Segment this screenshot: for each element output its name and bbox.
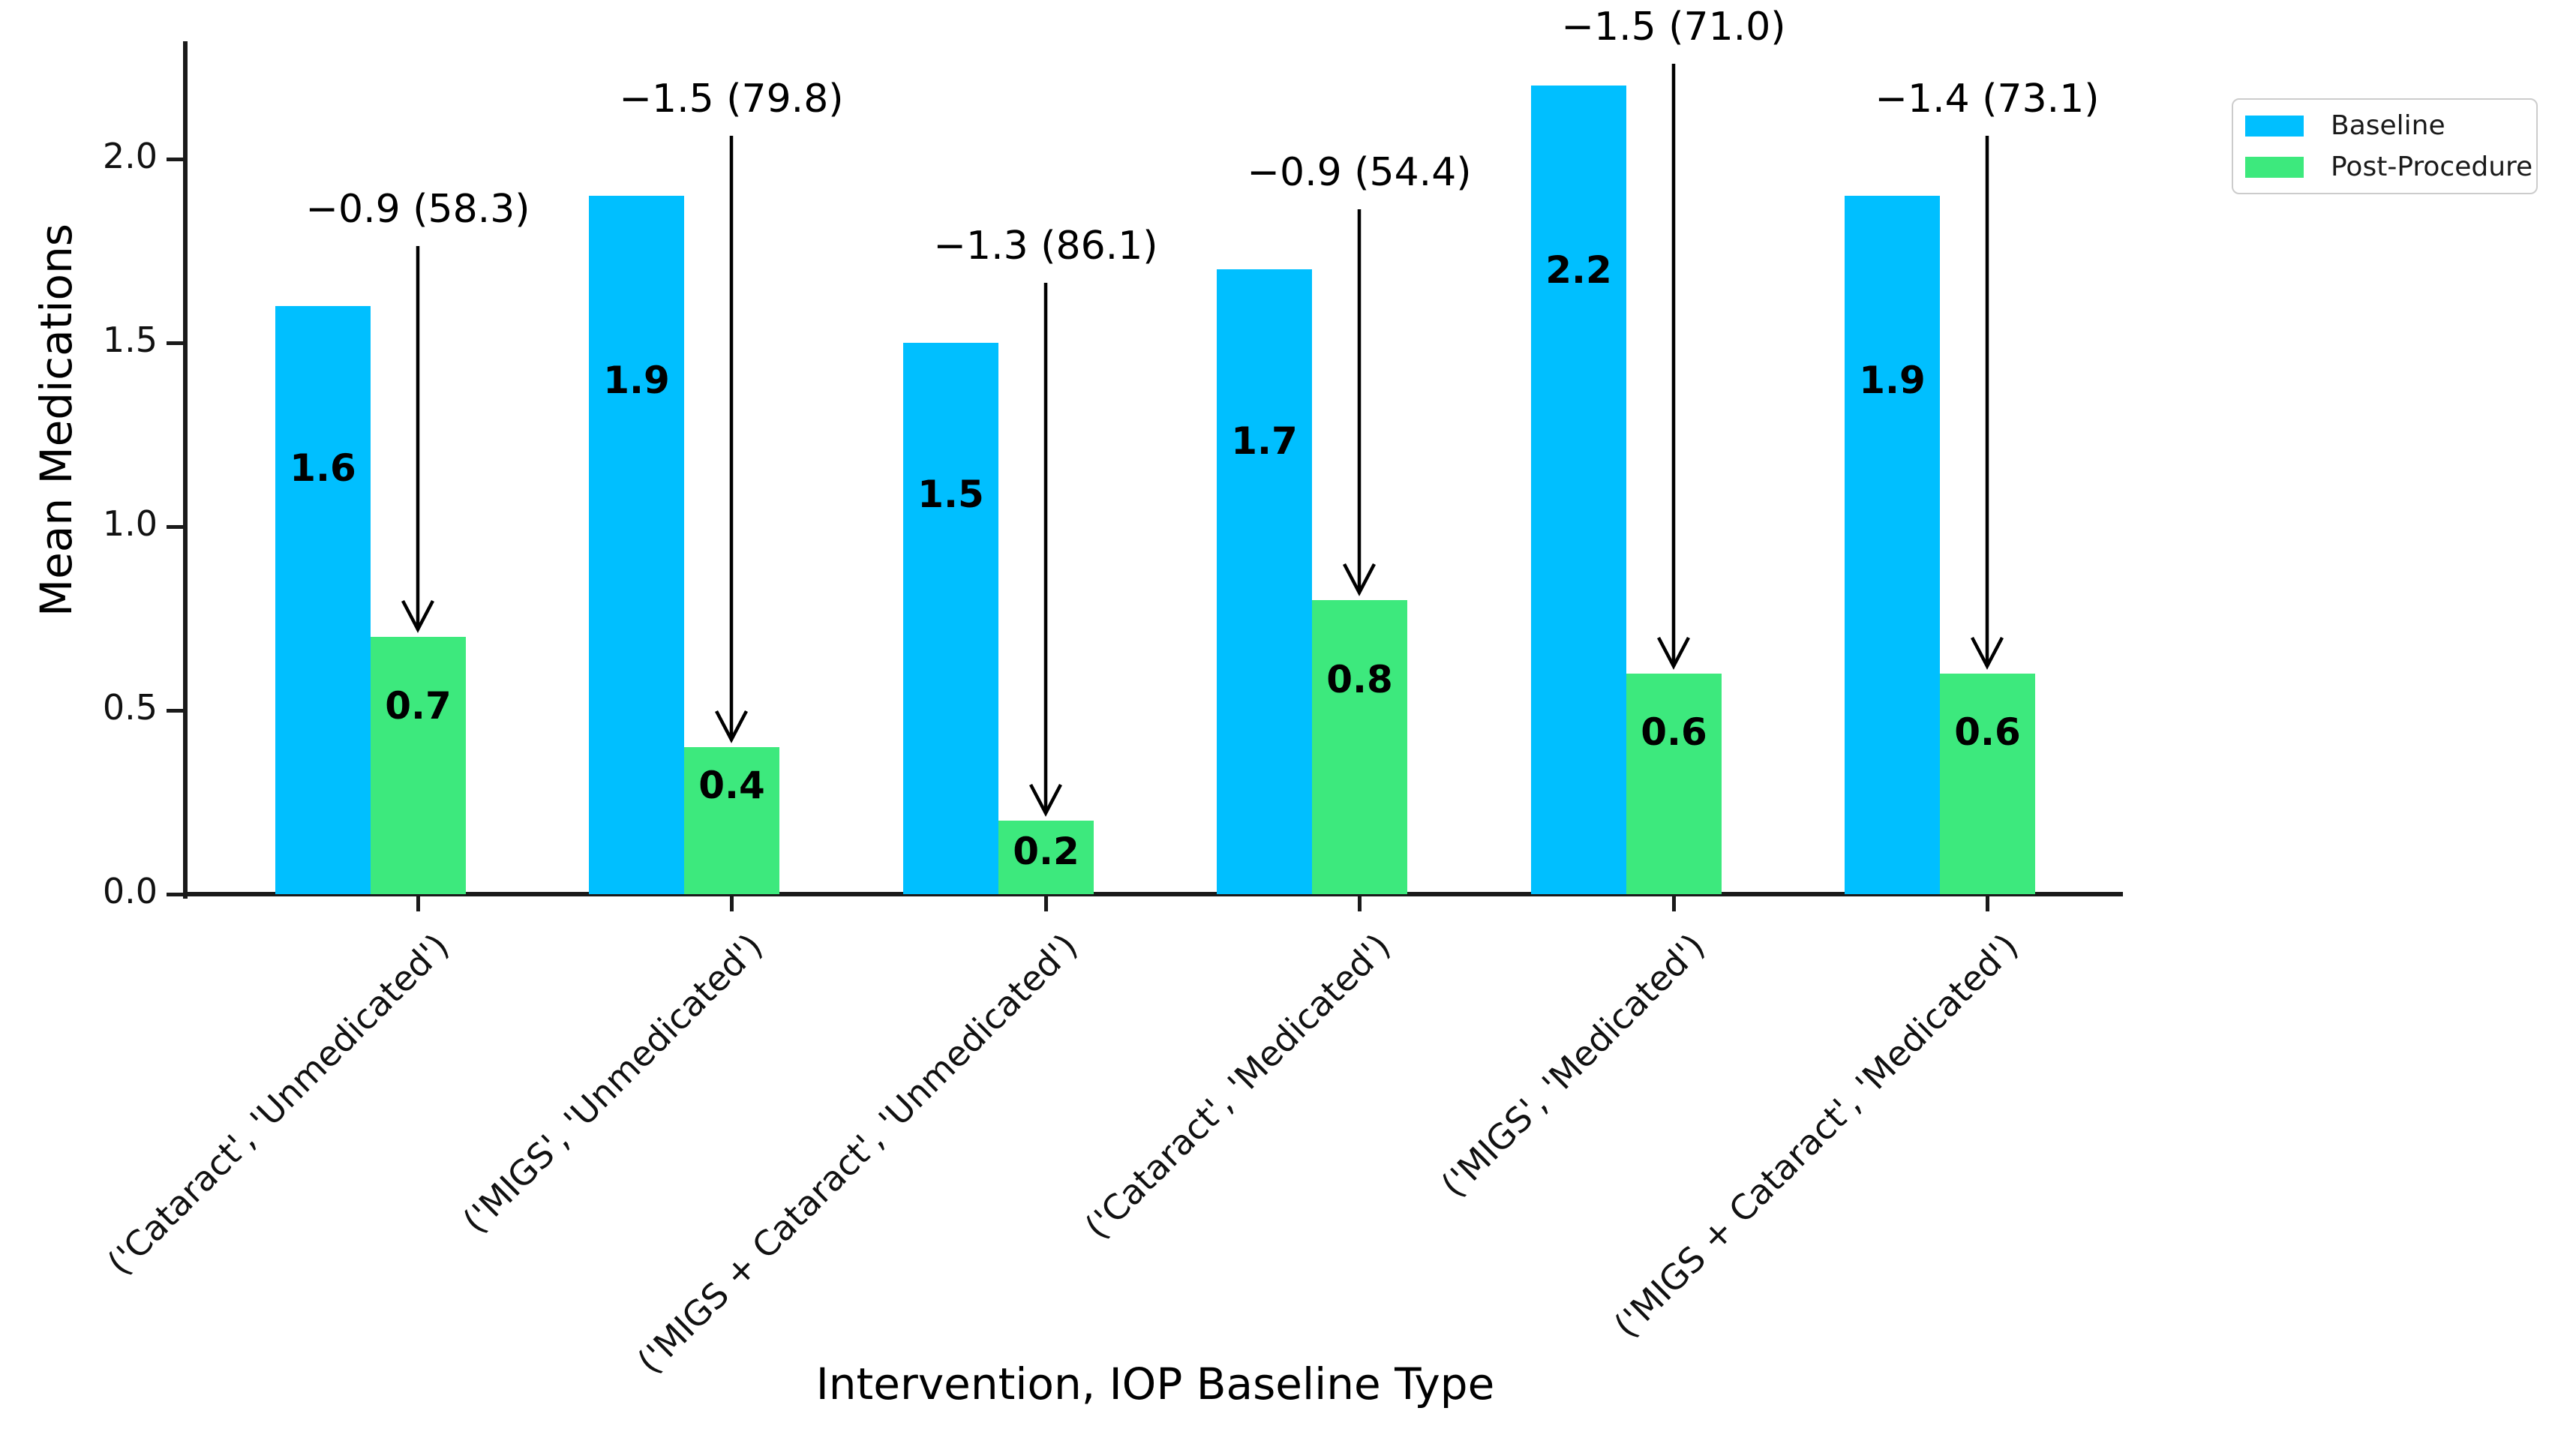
annotation-arrow (401, 246, 434, 633)
baseline-bar (275, 306, 371, 894)
x-tick-mark (416, 896, 420, 911)
x-tick-label: ('MIGS', 'Medicated') (1433, 926, 1713, 1205)
x-tick-mark (730, 896, 734, 911)
baseline-bar (1217, 269, 1312, 894)
x-tick-mark (1672, 896, 1676, 911)
annotation-label: −1.5 (79.8) (619, 77, 844, 122)
baseline-bar (1845, 196, 1940, 894)
y-tick-mark (167, 709, 183, 713)
annotation-label: −1.4 (73.1) (1875, 77, 2100, 122)
y-tick-label: 1.0 (102, 503, 158, 544)
y-tick-label: 2.0 (102, 136, 158, 176)
annotation-arrow (1971, 136, 2004, 670)
annotation-label: −0.9 (54.4) (1247, 150, 1472, 195)
legend: Baseline Post-Procedure (2232, 98, 2538, 194)
post-procedure-bar-label: 0.4 (698, 763, 765, 807)
post-procedure-bar (1940, 674, 2035, 894)
y-tick-mark (167, 893, 183, 896)
annotation-arrow (1029, 283, 1062, 817)
baseline-bar-label: 1.5 (917, 472, 984, 516)
post-procedure-bar (1626, 674, 1722, 894)
baseline-bar-label: 1.9 (603, 359, 670, 402)
annotation-label: −0.9 (58.3) (305, 187, 530, 232)
y-axis-spine (183, 41, 188, 899)
post-procedure-swatch-icon (2245, 156, 2304, 178)
baseline-bar (589, 196, 684, 894)
annotation-arrow (715, 136, 748, 743)
y-tick-label: 0.5 (102, 687, 158, 728)
y-tick-label: 1.5 (102, 320, 158, 360)
baseline-bar-label: 1.9 (1859, 359, 1926, 402)
annotation-label: −1.5 (71.0) (1561, 5, 1786, 50)
legend-label-baseline: Baseline (2331, 110, 2445, 141)
post-procedure-bar (371, 637, 466, 894)
legend-row-post-procedure: Post-Procedure (2245, 152, 2536, 182)
post-procedure-bar-label: 0.2 (1013, 830, 1079, 873)
post-procedure-bar (684, 747, 779, 894)
x-tick-label: ('Cataract', 'Unmedicated') (99, 926, 458, 1283)
x-tick-mark (1986, 896, 1989, 911)
post-procedure-bar (1312, 600, 1407, 894)
annotation-arrow (1657, 64, 1690, 670)
x-axis-title: Intervention, IOP Baseline Type (815, 1358, 1495, 1409)
legend-label-post-procedure: Post-Procedure (2331, 152, 2533, 182)
x-tick-mark (1358, 896, 1362, 911)
annotation-label: −1.3 (86.1) (933, 224, 1158, 269)
baseline-swatch-icon (2245, 115, 2304, 137)
baseline-bar-label: 1.7 (1231, 419, 1298, 464)
post-procedure-bar-label: 0.6 (1641, 710, 1707, 755)
x-tick-label: ('MIGS', 'Unmedicated') (455, 926, 771, 1241)
x-tick-label: ('Cataract', 'Medicated') (1076, 926, 1399, 1247)
baseline-bar (903, 343, 998, 894)
x-tick-mark (1044, 896, 1048, 911)
y-tick-mark (167, 158, 183, 161)
annotation-arrow (1343, 209, 1376, 596)
legend-row-baseline: Baseline (2245, 110, 2536, 141)
baseline-bar (1531, 86, 1626, 894)
y-tick-mark (167, 525, 183, 529)
baseline-bar-label: 1.6 (290, 446, 356, 490)
x-axis-spine (183, 892, 2123, 896)
post-procedure-bar-label: 0.8 (1326, 657, 1393, 701)
post-procedure-bar-label: 0.7 (385, 684, 452, 728)
y-tick-label: 0.0 (102, 871, 158, 911)
y-tick-mark (167, 341, 183, 345)
post-procedure-bar-label: 0.6 (1954, 710, 2021, 755)
y-axis-title: Mean Medications (31, 224, 82, 617)
post-procedure-bar (998, 821, 1094, 894)
baseline-bar-label: 2.2 (1545, 248, 1612, 292)
